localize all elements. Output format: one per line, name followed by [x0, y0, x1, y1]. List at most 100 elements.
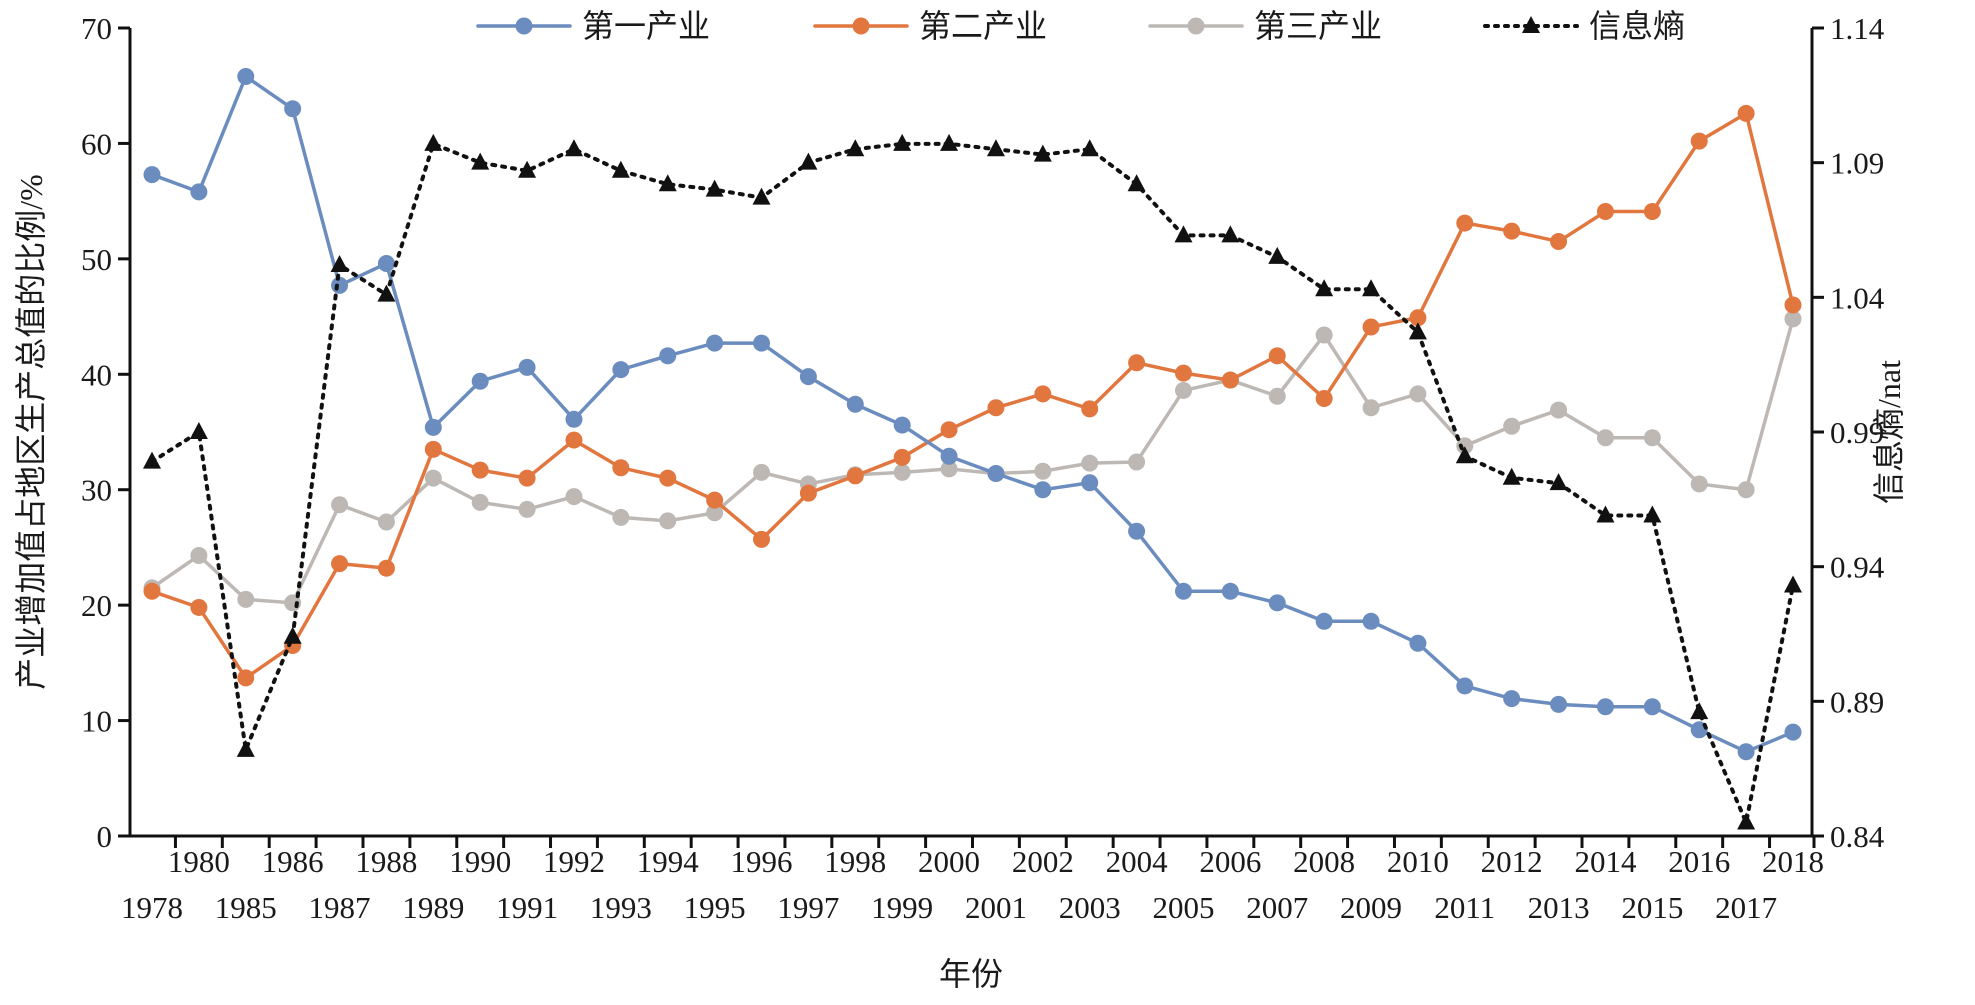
x-tick-label: 1988 — [355, 844, 417, 879]
y-axis-title: 产业增加值占地区生产总值的比例/% — [13, 174, 49, 690]
data-point — [1315, 390, 1333, 408]
data-point-triangle — [1268, 246, 1287, 264]
legend-label: 第二产业 — [919, 8, 1047, 44]
x-tick-label: 2016 — [1668, 844, 1730, 879]
x-tick-label: 1998 — [824, 844, 886, 879]
data-point — [1503, 222, 1521, 240]
data-point-triangle — [1408, 322, 1427, 340]
data-point — [940, 421, 958, 439]
axes — [128, 28, 1814, 838]
data-point — [377, 559, 395, 577]
series-4 — [143, 133, 1802, 830]
x-tick-label: 2004 — [1106, 844, 1169, 879]
x-tick-label: 2003 — [1059, 890, 1121, 925]
data-point — [471, 461, 489, 479]
data-point-triangle — [377, 284, 396, 302]
x-tick-label: 2013 — [1528, 890, 1590, 925]
data-point — [1034, 385, 1052, 403]
x-tick-label: 1987 — [309, 890, 371, 925]
data-point-triangle — [1033, 144, 1052, 162]
y2-tick-label: 0.89 — [1830, 684, 1884, 719]
data-point-triangle — [846, 139, 865, 157]
x-tick-label: 2008 — [1293, 844, 1355, 879]
data-point-triangle — [1596, 505, 1615, 523]
legend-triangle-marker — [1522, 16, 1540, 33]
legend-item: 第三产业 — [1148, 8, 1382, 44]
data-point-triangle — [986, 139, 1005, 157]
legend-item: 第一产业 — [476, 8, 710, 44]
data-point-triangle — [1643, 505, 1662, 523]
data-point-triangle — [1549, 473, 1568, 491]
data-point — [518, 469, 536, 487]
data-point — [1362, 399, 1380, 417]
x-axis-title: 年份 — [939, 956, 1003, 992]
y2-tick-label: 1.14 — [1830, 11, 1885, 46]
x-tick-label: 1980 — [168, 844, 230, 879]
data-point — [1268, 347, 1286, 365]
data-point — [893, 416, 911, 434]
data-point — [1081, 454, 1099, 472]
series-1 — [143, 67, 1802, 761]
data-point — [237, 669, 255, 687]
x-tick-label: 2014 — [1574, 844, 1637, 879]
data-point — [1596, 203, 1614, 221]
data-point — [1456, 214, 1474, 232]
x-tick-label: 1978 — [121, 890, 183, 925]
y-tick-label: 40 — [81, 357, 112, 392]
x-tick-label: 2015 — [1621, 890, 1683, 925]
data-point — [706, 504, 724, 522]
data-point — [1737, 743, 1755, 761]
data-point — [1128, 453, 1146, 471]
data-point-triangle — [1080, 139, 1099, 157]
data-point — [1643, 203, 1661, 221]
data-point — [1362, 612, 1380, 630]
data-point-triangle — [330, 255, 349, 273]
data-point-triangle — [893, 133, 912, 151]
legend-label: 信息熵 — [1589, 8, 1685, 44]
data-point — [284, 100, 302, 118]
data-point — [424, 440, 442, 458]
x-tick-label: 2009 — [1340, 890, 1402, 925]
y-tick-label: 0 — [97, 819, 113, 854]
x-tick-label: 2018 — [1762, 844, 1824, 879]
data-point-triangle — [283, 626, 302, 644]
data-point-triangle — [1502, 467, 1521, 485]
y-tick-label: 60 — [81, 126, 112, 161]
data-point-triangle — [518, 160, 537, 178]
data-point — [1596, 698, 1614, 716]
data-point — [1221, 582, 1239, 600]
y2-axis-title: 信息熵/nat — [1871, 360, 1907, 504]
data-point — [659, 347, 677, 365]
data-point-triangle — [940, 133, 959, 151]
data-point — [753, 334, 771, 352]
data-point — [1503, 417, 1521, 435]
series-layer — [143, 67, 1802, 830]
data-point — [237, 67, 255, 85]
data-point — [1409, 634, 1427, 652]
data-point — [1128, 354, 1146, 372]
data-point-triangle — [1784, 575, 1802, 593]
x-tick-label: 1992 — [543, 844, 605, 879]
x-tick-label: 2001 — [965, 890, 1027, 925]
data-point — [1128, 522, 1146, 540]
data-point — [1268, 387, 1286, 405]
data-point-triangle — [471, 152, 490, 170]
x-tick-label: 1995 — [684, 890, 746, 925]
data-point — [565, 488, 583, 506]
data-point — [1550, 233, 1568, 251]
data-point — [1596, 429, 1614, 447]
data-point — [331, 496, 349, 514]
x-tick-label: 2010 — [1387, 844, 1449, 879]
data-point — [143, 582, 161, 600]
data-point — [1221, 371, 1239, 389]
y2-tick-label: 0.99 — [1830, 415, 1884, 450]
data-point — [1784, 723, 1802, 741]
data-point — [143, 166, 161, 184]
data-point — [1456, 677, 1474, 695]
y-tick-label: 10 — [81, 704, 112, 739]
data-point-triangle — [658, 174, 677, 192]
data-point-triangle — [1315, 279, 1334, 297]
x-tick-label: 2006 — [1199, 844, 1261, 879]
y2-tick-label: 0.94 — [1830, 550, 1885, 585]
data-point-triangle — [1737, 812, 1756, 830]
